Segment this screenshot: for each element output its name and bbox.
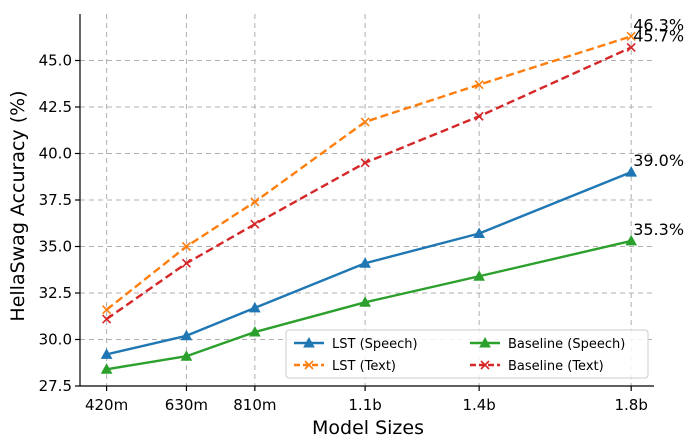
data-point [625, 166, 638, 177]
y-tick-label: 37.5 [39, 191, 72, 209]
x-tick-label: 1.1b [348, 396, 381, 414]
y-axis-title: HellaSwag Accuracy (%) [7, 90, 29, 321]
marker-stroke [360, 117, 370, 127]
data-point [250, 219, 260, 229]
marker-stroke [181, 241, 192, 252]
data-point [249, 301, 261, 313]
data-point [473, 227, 485, 238]
legend-item: LST (Text) [294, 359, 396, 374]
data-point [100, 363, 113, 374]
data-point [180, 329, 193, 341]
labels-layer: 39.0% 46.3% 35.3% 45.7% [633, 15, 684, 239]
data-point [100, 348, 113, 359]
data-point [360, 158, 370, 168]
y-tick-label: 40.0 [39, 145, 72, 163]
data-point [181, 258, 192, 268]
marker-stroke [304, 360, 314, 370]
data-point [180, 350, 193, 361]
end-value-label: 45.7% [633, 26, 684, 45]
series-2 [100, 234, 638, 374]
legend-label: LST (Speech) [332, 337, 418, 352]
data-point [626, 31, 636, 41]
y-tick-label: 42.5 [39, 98, 72, 116]
data-point [473, 270, 485, 281]
y-tick-label: 30.0 [39, 331, 72, 349]
data-point [474, 80, 484, 90]
marker-stroke [480, 360, 490, 370]
y-tick-label: 45.0 [39, 52, 72, 70]
marker-stroke [474, 80, 484, 90]
end-value-label: 46.3% [633, 15, 684, 34]
data-point [360, 117, 370, 127]
data-point [250, 197, 260, 207]
end-value-label: 35.3% [633, 220, 684, 239]
legend-label: Baseline (Speech) [508, 337, 625, 352]
data-point [102, 314, 112, 324]
series-line [106, 239, 632, 371]
axes-layer: 27.5 30.0 32.5 35.0 37.5 40.0 42.5 45.0 420m 630m… [39, 14, 654, 414]
data-point [474, 111, 484, 121]
legend-box [285, 329, 649, 379]
x-tick-label: 810m [233, 396, 276, 414]
legend-item: LST (Speech) [294, 336, 418, 352]
legend-item: Baseline (Text) [470, 359, 604, 374]
data-point [359, 296, 371, 307]
series-line [105, 46, 632, 321]
marker-stroke [250, 197, 260, 207]
data-point [359, 257, 371, 268]
legend-label: LST (Text) [332, 359, 396, 374]
series-layer [100, 31, 638, 374]
marker-stroke [474, 111, 484, 121]
marker-stroke [181, 258, 192, 268]
x-tick-label: 1.4b [462, 396, 495, 414]
data-point [249, 326, 261, 337]
legend-item: Baseline (Speech) [470, 336, 625, 352]
legend-marker [303, 336, 315, 348]
data-point [626, 42, 636, 53]
series-0 [100, 166, 638, 359]
end-value-label: 39.0% [633, 151, 684, 170]
data-point [181, 241, 192, 252]
marker-stroke [626, 42, 636, 53]
marker-stroke [102, 314, 112, 324]
x-tick-label: 1.8b [614, 396, 647, 414]
marker-stroke [250, 219, 260, 229]
x-tick-label: 420m [85, 396, 128, 414]
marker-stroke [360, 158, 370, 168]
y-tick-label: 27.5 [39, 377, 72, 395]
y-tick-label: 32.5 [39, 284, 72, 302]
legend-label: Baseline (Text) [508, 359, 604, 374]
y-tick-label: 35.0 [39, 238, 72, 256]
series-1 [102, 31, 636, 315]
series-3 [102, 42, 636, 324]
data-point [625, 234, 638, 246]
legend: LST (Speech) Baseline (Speech) LST (Text) B… [285, 329, 649, 379]
marker-stroke [102, 305, 112, 315]
x-axis-title: Model Sizes [312, 417, 424, 439]
data-point [102, 305, 112, 315]
series-line [105, 35, 632, 311]
legend-marker [304, 360, 314, 370]
x-tick-label: 630m [165, 396, 208, 414]
legend-marker [479, 336, 491, 348]
marker-stroke [626, 31, 636, 41]
series-line [106, 170, 632, 356]
legend-marker [480, 360, 490, 370]
